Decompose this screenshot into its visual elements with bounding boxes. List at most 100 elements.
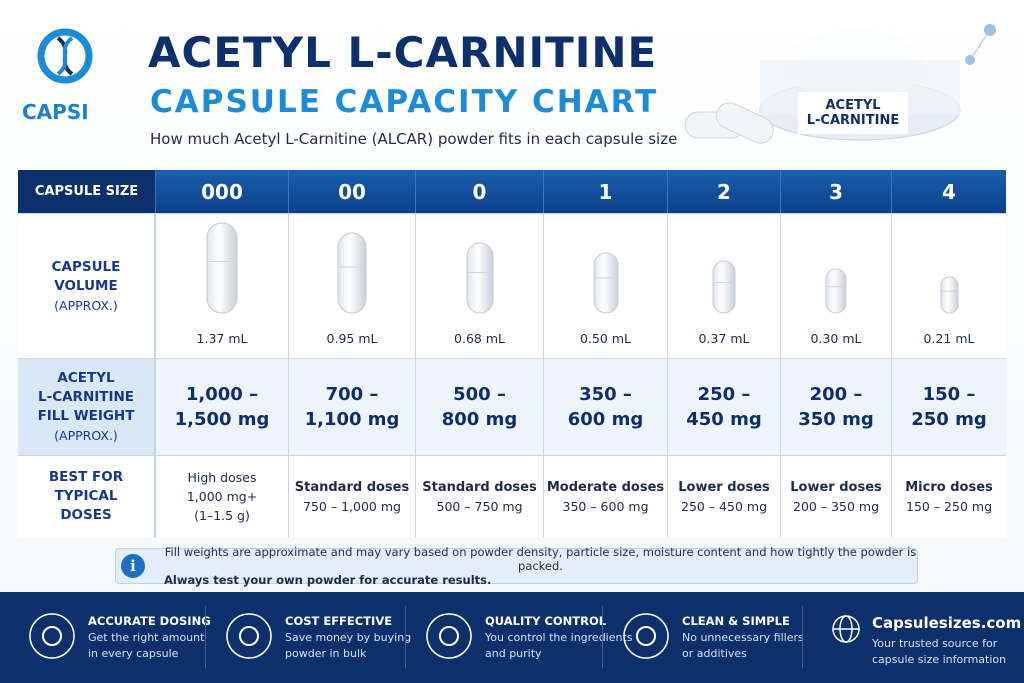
cell-line: Standard doses [294,479,410,495]
capsule-icon [593,252,618,314]
footer-divider [205,606,206,668]
cell-line: Standard doses [422,479,537,495]
footer-divider [602,606,603,668]
cell-line: Lower doses [678,479,770,495]
row-label-line: CAPSULE [51,258,121,275]
cell-line: 500 – 750 mg [436,498,523,514]
title: ACETYL L-CARNITINE [148,28,658,77]
footer-title: QUALITY CONTROL [485,614,607,628]
footer-icon [29,613,75,659]
cell-line: 350 – [579,384,632,405]
size-header: 3 [780,170,891,213]
cell-line: 1,100 mg [304,409,400,430]
cell-line: 500 – [453,384,506,405]
capsule-icon [712,260,736,314]
capsule-icon [466,242,493,314]
row-label: BEST FOR TYPICAL DOSES [18,455,155,537]
note-line: Always test your own powder for accurate… [164,573,492,587]
cell-line: Lower doses [790,479,882,495]
footer-line: capsule size information [872,653,1007,666]
footer-line: No unnecessary fillers [682,631,804,644]
capsule-icon [825,268,847,314]
cell-line: (1–1.5 g) [194,508,250,523]
row-label-line: FILL WEIGHT [37,408,135,424]
row-label-line: TYPICAL [54,488,118,504]
table-cell: Lower doses 250 – 450 mg [667,455,780,537]
footer-icon [426,613,472,659]
table-cell: Standard doses 500 – 750 mg [415,455,543,537]
table-cell: 0.95 mL [288,213,415,358]
note: Fill weights are approximate and may var… [115,545,918,587]
table-cell: Moderate doses 350 – 600 mg [543,455,667,537]
cell-line: 250 mg [911,409,987,430]
table-cell: Lower doses 200 – 350 mg [780,455,891,537]
cell-line: 250 – 450 mg [681,498,767,514]
cell-line: 0.68 mL [454,331,505,346]
label-line: L-CARNITINE [806,113,900,128]
footer [0,592,1024,683]
table-cell: 500 – 800 mg [415,358,543,455]
footer-title: COST EFFECTIVE [285,614,393,628]
logo-text: CAPSI [22,100,89,124]
table-cell: 350 – 600 mg [543,358,667,455]
table-cell: 700 – 1,100 mg [288,358,415,455]
cell-line: 1.37 mL [196,331,248,346]
footer-line: Your trusted source for [872,637,998,650]
footer-icon [226,613,272,659]
cell-line: 450 mg [686,409,762,430]
footer-line: or additives [682,647,747,660]
cell-line: 0.95 mL [326,331,378,346]
row-label-line: BEST FOR [48,469,124,485]
row-label: ACETYL L-CARNITINE FILL WEIGHT (APPROX.) [18,358,155,455]
footer-line: Save money by buying [285,631,412,644]
table-cell: 0.30 mL [780,213,891,358]
table-cell: 150 – 250 mg [891,358,1006,455]
footer-line: Get the right amount [88,631,205,644]
cell-line: 350 – 600 mg [562,498,649,514]
capsule-icon [337,232,367,314]
table-cell: 1,000 – 1,500 mg [155,358,288,455]
size-header: 2 [667,170,780,213]
info-icon: i [121,554,145,578]
table-cell: 0.68 mL [415,213,543,358]
logo-icon [37,28,93,84]
table-cell: Standard doses 750 – 1,000 mg [288,455,415,537]
description: How much Acetyl L-Carnitine (ALCAR) powd… [150,130,678,148]
table-cell: 0.37 mL [667,213,780,358]
row-label-line: DOSES [60,507,112,523]
table-cell: 0.50 mL [543,213,667,358]
footer-line: You control the ingredients [485,631,633,644]
footer-title: ACCURATE DOSING [88,614,211,628]
footer-icon [832,615,860,643]
footer-title: CLEAN & SIMPLE [682,614,790,628]
cell-line: 150 – [922,384,976,405]
row-label: CAPSULE VOLUME (APPROX.) [18,213,155,358]
footer-line: powder in bulk [285,647,367,660]
corner-label: CAPSULE SIZE [34,184,139,199]
row-label-line: L-CARNITINE [37,389,135,405]
cell-line: 1,000 mg+ [186,489,258,504]
table-cell: High doses 1,000 mg+ (1–1.5 g) [155,455,288,537]
cell-line: 0.30 mL [810,331,862,346]
size-header: 4 [891,170,1006,213]
table-cell: Micro doses 150 – 250 mg [891,455,1006,537]
row-label-line: (APPROX.) [54,428,118,443]
header-corner [18,170,155,213]
footer-divider [802,606,803,668]
capsule-icon [940,276,958,314]
size-header: 000 [155,170,288,213]
footer-title: Capsulesizes.com [872,614,1022,632]
row-label-line: ACETYL [57,370,115,386]
size-header: 00 [288,170,415,213]
cell-line: 150 – 250 mg [906,498,992,514]
cell-line: 800 mg [441,409,518,430]
size-header: 1 [543,170,667,213]
footer-icon [623,613,669,659]
header-row [18,170,1006,213]
size-header: 0 [415,170,543,213]
footer-line: in every capsule [88,647,179,660]
cell-line: 0.50 mL [580,331,631,346]
powder-label: ACETYL L-CARNITINE [798,92,908,134]
